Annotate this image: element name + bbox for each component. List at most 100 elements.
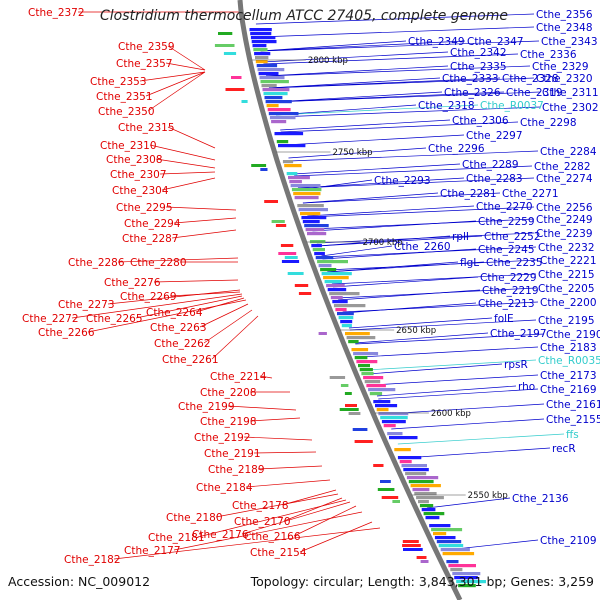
gene-labels[interactable]: Cthe_2372 Cthe_2359 Cthe_2357 Cthe_2353 Cthe… [22,7,600,566]
forward-gene-label[interactable]: Cthe_2311 [542,87,599,99]
forward-gene-label[interactable]: Cthe_2274 [536,173,593,185]
reverse-gene-label[interactable]: Cthe_2286 [68,257,125,269]
forward-gene-label[interactable]: Cthe_2329 [532,61,589,73]
forward-gene-label[interactable]: Cthe_2215 [538,269,595,281]
reverse-gene-label[interactable]: Cthe_2181 [148,532,205,544]
forward-gene-label[interactable]: Cthe_2256 [536,202,593,214]
reverse-gene-label[interactable]: Cthe_2191 [204,448,261,460]
forward-gene-label[interactable]: Cthe_2221 [540,255,597,267]
forward-gene-label[interactable]: Cthe_2232 [538,242,595,254]
reverse-gene-label[interactable]: Cthe_2154 [250,547,307,559]
forward-gene-label[interactable]: Cthe_2293 [374,175,431,187]
forward-gene-label[interactable]: Cthe_2195 [538,315,595,327]
forward-gene-label[interactable]: Cthe_2320 [536,73,593,85]
reverse-gene-label[interactable]: Cthe_2180 [166,512,223,524]
reverse-gene-label[interactable]: Cthe_2357 [116,58,173,70]
forward-gene-label[interactable]: Cthe_2347 [467,36,524,48]
reverse-gene-label[interactable]: Cthe_2198 [200,416,257,428]
reverse-gene-label[interactable]: Cthe_2262 [154,338,211,350]
forward-gene-label[interactable]: rplI [452,231,469,243]
forward-gene-label[interactable]: Cthe_2342 [450,47,507,59]
forward-gene-label[interactable]: Cthe_2235 [486,257,543,269]
reverse-gene-label[interactable]: Cthe_2170 [234,516,291,528]
forward-gene-label[interactable]: Cthe_2205 [538,283,595,295]
forward-gene-label[interactable]: Cthe_2335 [450,61,507,73]
reverse-gene-label[interactable]: Cthe_2178 [232,500,289,512]
forward-gene-label[interactable]: Cthe_2336 [520,49,577,61]
forward-gene-label[interactable]: Cthe_2281 [440,188,497,200]
forward-gene-label[interactable]: Cthe_2319 [506,87,563,99]
forward-gene-label[interactable]: Cthe_2328 [502,73,559,85]
forward-gene-label[interactable]: Cthe_2161 [546,399,600,411]
forward-gene-label[interactable]: flgL [460,257,479,269]
reverse-gene-label[interactable]: Cthe_2351 [96,91,153,103]
reverse-gene-label[interactable]: Cthe_2184 [196,482,253,494]
forward-gene-label[interactable]: ffs [566,429,579,441]
forward-gene-label[interactable]: folE [494,313,514,325]
reverse-gene-label[interactable]: Cthe_2264 [146,307,203,319]
forward-gene-label[interactable]: Cthe_2259 [478,216,535,228]
reverse-gene-label[interactable]: Cthe_2177 [124,545,181,557]
forward-gene-label[interactable]: Cthe_2155 [546,414,600,426]
forward-gene-label[interactable]: Cthe_2326 [444,87,501,99]
reverse-gene-label[interactable]: Cthe_2304 [112,185,169,197]
reverse-gene-label[interactable]: Cthe_2295 [116,202,173,214]
reverse-gene-label[interactable]: Cthe_2359 [118,41,175,53]
forward-gene-label[interactable]: Cthe_2213 [478,298,535,310]
forward-gene-label[interactable]: Cthe_2239 [536,228,593,240]
reverse-gene-label[interactable]: Cthe_2276 [104,277,161,289]
forward-gene-label[interactable]: Cthe_2245 [478,244,535,256]
reverse-gene-label[interactable]: Cthe_2353 [90,76,147,88]
reverse-gene-label[interactable]: Cthe_2166 [244,531,301,543]
reverse-gene-label[interactable]: Cthe_2214 [210,371,267,383]
forward-gene-label[interactable]: Cthe_2343 [541,36,598,48]
reverse-gene-label[interactable]: Cthe_2310 [100,140,157,152]
forward-gene-label[interactable]: Cthe_2284 [540,146,597,158]
forward-gene-label[interactable]: Cthe_2219 [482,285,539,297]
forward-gene-label[interactable]: Cthe_2356 [536,9,593,21]
forward-gene-label[interactable]: Cthe_R0037 [480,100,544,112]
reverse-gene-label[interactable]: Cthe_2273 [58,299,115,311]
forward-gene-label[interactable]: Cthe_2282 [534,161,591,173]
forward-gene-label[interactable]: Cthe_2169 [540,384,597,396]
forward-gene-label[interactable]: recR [552,443,576,455]
reverse-gene-label[interactable]: Cthe_2192 [194,432,251,444]
reverse-gene-label[interactable]: Cthe_2263 [150,322,207,334]
forward-gene-label[interactable]: Cthe_R0035 [538,355,600,367]
reverse-gene-label[interactable]: Cthe_2307 [110,169,167,181]
forward-gene-label[interactable]: Cthe_2173 [540,370,597,382]
forward-gene-label[interactable]: Cthe_2136 [512,493,569,505]
forward-gene-label[interactable]: Cthe_2349 [408,36,465,48]
reverse-gene-label[interactable]: Cthe_2287 [122,233,179,245]
forward-gene-label[interactable]: rho [518,381,535,393]
forward-gene-label[interactable]: Cthe_2283 [466,173,523,185]
reverse-gene-label[interactable]: Cthe_2266 [38,327,95,339]
reverse-gene-label[interactable]: Cthe_2189 [208,464,265,476]
reverse-gene-label[interactable]: Cthe_2315 [118,122,175,134]
forward-gene-label[interactable]: Cthe_2271 [502,188,559,200]
reverse-gene-label[interactable]: Cthe_2261 [162,354,219,366]
forward-gene-label[interactable]: Cthe_2183 [540,342,597,354]
forward-gene-label[interactable]: Cthe_2298 [520,117,577,129]
reverse-gene-label[interactable]: Cthe_2269 [120,291,177,303]
forward-gene-label[interactable]: Cthe_2200 [540,297,597,309]
forward-gene-label[interactable]: Cthe_2296 [428,143,485,155]
forward-gene-label[interactable]: Cthe_2318 [418,100,475,112]
forward-gene-label[interactable]: rpsR [504,359,528,371]
reverse-gene-label[interactable]: Cthe_2272 [22,313,79,325]
forward-gene-label[interactable]: Cthe_2252 [484,231,541,243]
forward-gene-label[interactable]: Cthe_2333 [442,73,499,85]
reverse-gene-label[interactable]: Cthe_2176 [192,529,249,541]
forward-gene-label[interactable]: Cthe_2270 [476,201,533,213]
forward-gene-label[interactable]: Cthe_2229 [480,272,537,284]
forward-gene-label[interactable]: Cthe_2197 [490,328,547,340]
forward-gene-label[interactable]: Cthe_2190 [546,329,600,341]
reverse-gene-label[interactable]: Cthe_2350 [98,106,155,118]
reverse-gene-label[interactable]: Cthe_2182 [64,554,121,566]
reverse-gene-label[interactable]: Cthe_2280 [130,257,187,269]
reverse-gene-label[interactable]: Cthe_2199 [178,401,235,413]
forward-gene-label[interactable]: Cthe_2306 [452,115,509,127]
reverse-gene-label[interactable]: Cthe_2265 [86,313,143,325]
reverse-gene-label[interactable]: Cthe_2294 [124,218,181,230]
reverse-gene-label[interactable]: Cthe_2208 [200,387,257,399]
